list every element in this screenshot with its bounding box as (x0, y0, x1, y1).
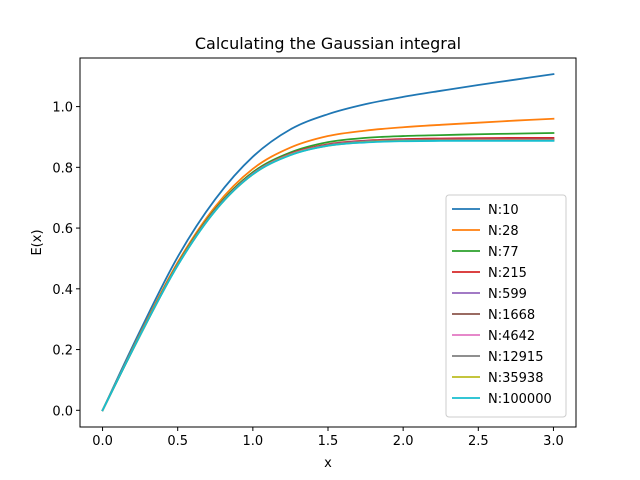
legend-label: N:12915 (488, 350, 543, 365)
chart-title: Calculating the Gaussian integral (195, 34, 461, 53)
y-tick-label: 0.0 (52, 404, 73, 419)
legend-label: N:77 (488, 245, 519, 260)
legend-label: N:100000 (488, 392, 552, 407)
legend-label: N:1668 (488, 308, 535, 323)
x-axis-label: x (324, 456, 332, 471)
legend: N:10 N:28 N:77 N:215 N:599 N:1668 N:4642 N:1291… (445, 194, 567, 418)
series-line-10 (101, 139, 555, 412)
y-tick-label: 0.8 (52, 161, 73, 176)
x-tick-label: 3.0 (543, 434, 564, 449)
y-tick-label: 0.4 (52, 283, 73, 298)
plot-area (101, 73, 555, 412)
x-tick-label: 0.5 (167, 434, 188, 449)
y-tick-label: 0.2 (52, 344, 73, 359)
x-axis: 0.0 0.5 1.0 1.5 2.0 2.5 3.0 (92, 427, 564, 449)
legend-label: N:10 (488, 203, 519, 218)
x-tick-label: 1.5 (318, 434, 339, 449)
series-line-1 (101, 73, 555, 412)
y-tick-label: 1.0 (52, 101, 73, 116)
legend-label: N:599 (488, 287, 527, 302)
y-axis-label: E(x) (30, 229, 45, 255)
legend-label: N:4642 (488, 329, 535, 344)
y-tick-label: 0.6 (52, 222, 73, 237)
x-tick-label: 1.0 (243, 434, 264, 449)
legend-label: N:215 (488, 266, 527, 281)
x-tick-label: 2.5 (468, 434, 489, 449)
x-tick-label: 0.0 (92, 434, 113, 449)
y-axis: 0.0 0.2 0.4 0.6 0.8 1.0 (52, 101, 80, 419)
legend-label: N:35938 (488, 371, 543, 386)
legend-label: N:28 (488, 224, 519, 239)
x-tick-label: 2.0 (393, 434, 414, 449)
